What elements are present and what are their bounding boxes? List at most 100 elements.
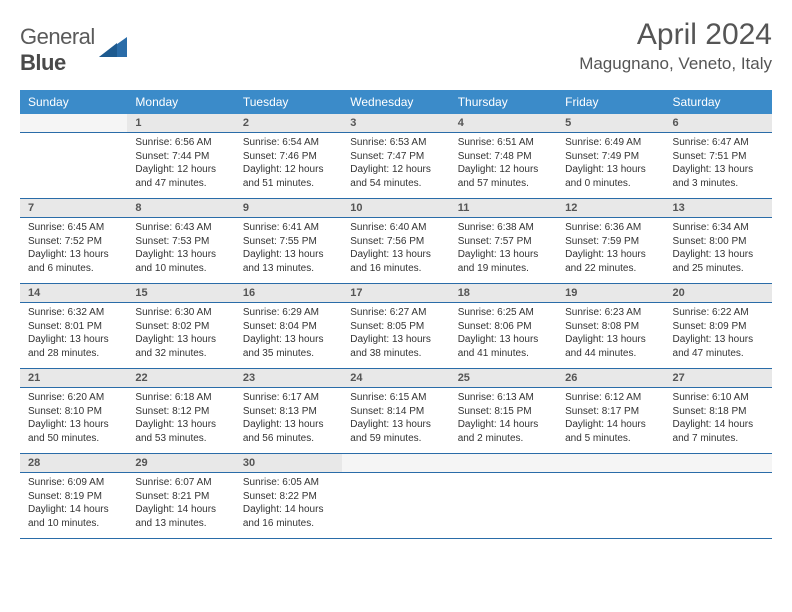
sunset-line: Sunset: 8:19 PM <box>28 490 119 504</box>
day-info-cell: Sunrise: 6:29 AMSunset: 8:04 PMDaylight:… <box>235 303 342 369</box>
day-number-cell: 17 <box>342 284 449 303</box>
sunset-line: Sunset: 7:56 PM <box>350 235 441 249</box>
weekday-header: Tuesday <box>235 90 342 114</box>
daylight-line: Daylight: 14 hours and 5 minutes. <box>565 418 656 445</box>
day-number-cell: 10 <box>342 199 449 218</box>
day-number-row: 123456 <box>20 114 772 133</box>
day-info-cell: Sunrise: 6:53 AMSunset: 7:47 PMDaylight:… <box>342 133 449 199</box>
sunrise-line: Sunrise: 6:20 AM <box>28 391 119 405</box>
sunrise-line: Sunrise: 6:47 AM <box>673 136 764 150</box>
day-info-cell: Sunrise: 6:12 AMSunset: 8:17 PMDaylight:… <box>557 388 664 454</box>
header: General Blue April 2024 Magugnano, Venet… <box>20 18 772 76</box>
sunrise-line: Sunrise: 6:27 AM <box>350 306 441 320</box>
weekday-header: Saturday <box>665 90 772 114</box>
logo-text: General Blue <box>20 24 95 76</box>
day-info-cell <box>20 133 127 199</box>
day-number-cell: 29 <box>127 454 234 473</box>
sunset-line: Sunset: 8:22 PM <box>243 490 334 504</box>
sunrise-line: Sunrise: 6:49 AM <box>565 136 656 150</box>
daylight-line: Daylight: 13 hours and 22 minutes. <box>565 248 656 275</box>
sunrise-line: Sunrise: 6:07 AM <box>135 476 226 490</box>
daylight-line: Daylight: 14 hours and 13 minutes. <box>135 503 226 530</box>
sunset-line: Sunset: 8:04 PM <box>243 320 334 334</box>
day-info-row: Sunrise: 6:09 AMSunset: 8:19 PMDaylight:… <box>20 473 772 539</box>
day-info-cell: Sunrise: 6:07 AMSunset: 8:21 PMDaylight:… <box>127 473 234 539</box>
sunset-line: Sunset: 8:09 PM <box>673 320 764 334</box>
sunrise-line: Sunrise: 6:13 AM <box>458 391 549 405</box>
day-number-cell: 6 <box>665 114 772 133</box>
day-info-cell: Sunrise: 6:51 AMSunset: 7:48 PMDaylight:… <box>450 133 557 199</box>
day-number-cell: 27 <box>665 369 772 388</box>
day-number-cell: 22 <box>127 369 234 388</box>
day-number-cell: 30 <box>235 454 342 473</box>
daylight-line: Daylight: 13 hours and 25 minutes. <box>673 248 764 275</box>
day-info-cell: Sunrise: 6:15 AMSunset: 8:14 PMDaylight:… <box>342 388 449 454</box>
sunrise-line: Sunrise: 6:30 AM <box>135 306 226 320</box>
day-number-cell <box>342 454 449 473</box>
weekday-header: Monday <box>127 90 234 114</box>
day-number-cell: 26 <box>557 369 664 388</box>
daylight-line: Daylight: 13 hours and 6 minutes. <box>28 248 119 275</box>
daylight-line: Daylight: 13 hours and 53 minutes. <box>135 418 226 445</box>
daylight-line: Daylight: 13 hours and 56 minutes. <box>243 418 334 445</box>
calendar-table: SundayMondayTuesdayWednesdayThursdayFrid… <box>20 90 772 539</box>
day-info-cell: Sunrise: 6:49 AMSunset: 7:49 PMDaylight:… <box>557 133 664 199</box>
day-info-cell: Sunrise: 6:36 AMSunset: 7:59 PMDaylight:… <box>557 218 664 284</box>
sunrise-line: Sunrise: 6:18 AM <box>135 391 226 405</box>
sunset-line: Sunset: 8:10 PM <box>28 405 119 419</box>
day-number-cell: 5 <box>557 114 664 133</box>
day-info-cell: Sunrise: 6:30 AMSunset: 8:02 PMDaylight:… <box>127 303 234 369</box>
sunset-line: Sunset: 8:00 PM <box>673 235 764 249</box>
day-info-cell: Sunrise: 6:10 AMSunset: 8:18 PMDaylight:… <box>665 388 772 454</box>
day-info-cell: Sunrise: 6:38 AMSunset: 7:57 PMDaylight:… <box>450 218 557 284</box>
day-info-cell: Sunrise: 6:23 AMSunset: 8:08 PMDaylight:… <box>557 303 664 369</box>
day-info-cell: Sunrise: 6:45 AMSunset: 7:52 PMDaylight:… <box>20 218 127 284</box>
sunset-line: Sunset: 7:57 PM <box>458 235 549 249</box>
daylight-line: Daylight: 13 hours and 50 minutes. <box>28 418 119 445</box>
daylight-line: Daylight: 12 hours and 47 minutes. <box>135 163 226 190</box>
day-number-cell: 3 <box>342 114 449 133</box>
sunset-line: Sunset: 7:53 PM <box>135 235 226 249</box>
day-info-cell <box>665 473 772 539</box>
sunset-line: Sunset: 7:52 PM <box>28 235 119 249</box>
sunrise-line: Sunrise: 6:10 AM <box>673 391 764 405</box>
title-block: April 2024 Magugnano, Veneto, Italy <box>579 18 772 74</box>
month-title: April 2024 <box>579 18 772 52</box>
day-number-cell: 11 <box>450 199 557 218</box>
day-info-row: Sunrise: 6:20 AMSunset: 8:10 PMDaylight:… <box>20 388 772 454</box>
day-info-cell <box>557 473 664 539</box>
daylight-line: Daylight: 13 hours and 19 minutes. <box>458 248 549 275</box>
sunset-line: Sunset: 7:47 PM <box>350 150 441 164</box>
daylight-line: Daylight: 14 hours and 16 minutes. <box>243 503 334 530</box>
sunset-line: Sunset: 7:59 PM <box>565 235 656 249</box>
sunrise-line: Sunrise: 6:32 AM <box>28 306 119 320</box>
sunrise-line: Sunrise: 6:22 AM <box>673 306 764 320</box>
sunrise-line: Sunrise: 6:51 AM <box>458 136 549 150</box>
day-info-cell: Sunrise: 6:56 AMSunset: 7:44 PMDaylight:… <box>127 133 234 199</box>
sunset-line: Sunset: 7:44 PM <box>135 150 226 164</box>
weekday-header: Friday <box>557 90 664 114</box>
sunrise-line: Sunrise: 6:23 AM <box>565 306 656 320</box>
sunset-line: Sunset: 8:15 PM <box>458 405 549 419</box>
sunset-line: Sunset: 8:08 PM <box>565 320 656 334</box>
sunset-line: Sunset: 8:02 PM <box>135 320 226 334</box>
day-info-cell: Sunrise: 6:32 AMSunset: 8:01 PMDaylight:… <box>20 303 127 369</box>
logo: General Blue <box>20 24 129 76</box>
daylight-line: Daylight: 13 hours and 38 minutes. <box>350 333 441 360</box>
day-info-cell: Sunrise: 6:34 AMSunset: 8:00 PMDaylight:… <box>665 218 772 284</box>
day-number-cell: 13 <box>665 199 772 218</box>
sunrise-line: Sunrise: 6:05 AM <box>243 476 334 490</box>
day-number-row: 21222324252627 <box>20 369 772 388</box>
location: Magugnano, Veneto, Italy <box>579 54 772 74</box>
sunrise-line: Sunrise: 6:41 AM <box>243 221 334 235</box>
daylight-line: Daylight: 13 hours and 10 minutes. <box>135 248 226 275</box>
day-number-cell: 1 <box>127 114 234 133</box>
sunrise-line: Sunrise: 6:40 AM <box>350 221 441 235</box>
daylight-line: Daylight: 12 hours and 57 minutes. <box>458 163 549 190</box>
day-number-cell: 14 <box>20 284 127 303</box>
day-number-cell: 16 <box>235 284 342 303</box>
day-info-cell: Sunrise: 6:20 AMSunset: 8:10 PMDaylight:… <box>20 388 127 454</box>
day-info-cell <box>450 473 557 539</box>
day-number-row: 282930 <box>20 454 772 473</box>
daylight-line: Daylight: 13 hours and 13 minutes. <box>243 248 334 275</box>
